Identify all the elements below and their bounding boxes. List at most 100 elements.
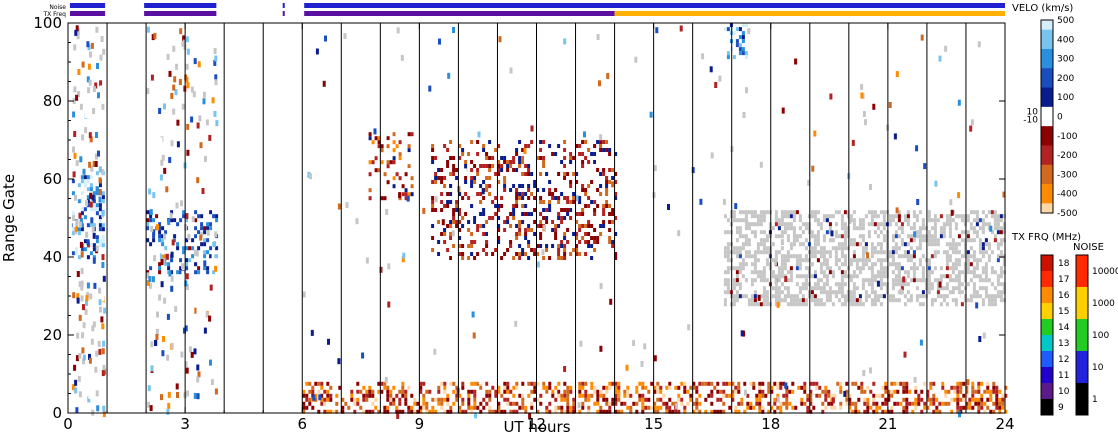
velocity-colorbar-swatch — [1041, 193, 1053, 198]
velocity-colorbar-swatch — [1041, 93, 1053, 98]
noise-colorbar-swatch — [1076, 319, 1088, 352]
noise-colorbar-swatch — [1076, 287, 1088, 320]
noise-colorbar-title: NOISE — [1073, 242, 1104, 253]
velocity-colorbar-swatch — [1041, 180, 1053, 185]
y-axis-title: Range Gate — [0, 174, 18, 262]
velocity-colorbar-swatch — [1041, 119, 1053, 124]
velocity-colorbar-swatch — [1041, 129, 1053, 134]
noise-colorbar-swatch — [1076, 351, 1088, 384]
velocity-colorbar-swatch — [1041, 171, 1053, 175]
noise-colorbar-label: 100 — [1092, 331, 1109, 341]
txfreq-colorbar-swatch — [1041, 255, 1053, 272]
velocity-colorbar-swatch — [1041, 135, 1053, 140]
noise-segment — [304, 3, 1005, 8]
noise-colorbar-label: 10000 — [1092, 267, 1118, 277]
txfreq-bar — [69, 11, 1005, 16]
txfreq-segment — [282, 11, 285, 16]
txfreq-colorbar-swatch — [1041, 399, 1053, 416]
txfreq-colorbar-label: 12 — [1058, 355, 1069, 365]
velocity-colorbar: VELO (km/s) 500 400 300 200 100 0 -100 -200 -300… — [1012, 3, 1078, 219]
mixed-velocity-patch — [431, 140, 618, 260]
txfreq-colorbar-swatch — [1041, 351, 1053, 368]
velocity-colorbar-swatch — [1041, 200, 1053, 204]
y-tick-label: 20 — [43, 326, 62, 344]
velocity-colorbar-swatch — [1041, 71, 1053, 76]
scan-boundaries — [106, 23, 967, 413]
velocity-colorbar-swatch — [1041, 151, 1053, 156]
velocity-colorbar-swatch — [1041, 106, 1053, 111]
x-tick-label: 6 — [297, 415, 307, 433]
velocity-colorbar-swatch — [1041, 26, 1053, 31]
x-tick-label: 21 — [878, 415, 897, 433]
txfreq-colorbar-label: 9 — [1058, 403, 1064, 413]
velocity-colorbar-inner-label: 10 — [1027, 108, 1039, 118]
velocity-colorbar-swatch — [1041, 87, 1053, 92]
x-axis: 0 3 6 9 12 15 18 21 24 — [63, 23, 1015, 433]
velocity-colorbar-swatch — [1041, 187, 1053, 192]
velocity-colorbar-swatch — [1041, 167, 1053, 172]
y-tick-label: 0 — [52, 404, 62, 422]
velocity-colorbar-label: 100 — [1057, 93, 1074, 103]
velocity-colorbar-swatch — [1041, 177, 1053, 182]
txfreq-bar-label: TX Freq — [42, 11, 66, 18]
velocity-colorbar-swatch — [1041, 74, 1053, 79]
positive-velocity-patch — [146, 210, 219, 275]
y-tick-label: 60 — [43, 170, 62, 188]
velocity-colorbar-swatch — [1041, 161, 1053, 166]
velocity-colorbar-label: 400 — [1057, 35, 1074, 45]
txfreq-segment — [144, 11, 217, 16]
velocity-colorbar-swatch — [1041, 45, 1053, 50]
x-tick-label: 24 — [995, 415, 1014, 433]
velocity-colorbar-swatch — [1041, 29, 1053, 34]
x-tick-label: 3 — [180, 415, 190, 433]
txfreq-segment — [304, 11, 615, 16]
y-tick-label: 100 — [33, 14, 62, 32]
velocity-colorbar-swatch — [1041, 132, 1053, 137]
velocity-colorbar-swatch — [1041, 103, 1053, 108]
noise-colorbar-label: 10 — [1092, 363, 1104, 373]
velocity-colorbar-swatch — [1041, 148, 1053, 153]
txfreq-colorbar-swatch — [1041, 319, 1053, 336]
data-layer — [71, 23, 1008, 419]
velocity-colorbar-swatch — [1041, 110, 1053, 114]
noise-colorbar-swatch — [1076, 383, 1088, 416]
txfreq-colorbar-title: TX FRQ (MHz) — [1011, 232, 1081, 243]
x-tick-label: 9 — [415, 415, 425, 433]
velocity-colorbar-swatch — [1041, 145, 1053, 150]
velocity-colorbar-swatch — [1041, 209, 1053, 214]
velocity-colorbar-swatch — [1041, 158, 1053, 163]
txfreq-colorbar-swatch — [1041, 303, 1053, 320]
velocity-colorbar-swatch — [1041, 206, 1053, 211]
velocity-colorbar-label: 300 — [1057, 55, 1074, 65]
velocity-colorbar-swatch — [1041, 20, 1053, 24]
velocity-colorbar-swatch — [1041, 100, 1053, 105]
status-bars: Noise TX Freq — [42, 3, 1005, 18]
velocity-colorbar-swatch — [1041, 55, 1053, 60]
velocity-colorbar-swatch — [1041, 84, 1053, 89]
txfreq-colorbar-frame — [1040, 254, 1054, 416]
noise-segment — [282, 3, 285, 8]
velocity-colorbar-swatch — [1041, 126, 1053, 130]
velocity-colorbar-label: -100 — [1057, 132, 1078, 142]
velocity-colorbar-swatch — [1041, 68, 1053, 73]
scattered-echoes — [71, 25, 1006, 419]
velocity-colorbar-label: -200 — [1057, 151, 1078, 161]
velocity-colorbar-swatch — [1041, 155, 1053, 159]
velocity-colorbar-swatch — [1041, 116, 1053, 121]
velocity-colorbar-label: 500 — [1057, 16, 1074, 26]
velocity-colorbar-swatch — [1041, 190, 1053, 195]
txfreq-colorbar-label: 16 — [1058, 291, 1070, 301]
velocity-colorbar-swatch — [1041, 36, 1053, 40]
velocity-colorbar-swatch — [1041, 58, 1053, 63]
velocity-colorbar-swatch — [1041, 122, 1053, 127]
txfreq-colorbar-label: 10 — [1058, 387, 1070, 397]
noise-colorbar: NOISE 10000 1000 100 10 1 — [1073, 242, 1118, 416]
y-tick-label: 80 — [43, 92, 62, 110]
velocity-colorbar-label: -300 — [1057, 170, 1078, 180]
txfreq-colorbar-label: 13 — [1058, 339, 1069, 349]
velocity-colorbar-frame — [1040, 19, 1054, 214]
velocity-colorbar-swatch — [1041, 42, 1053, 47]
txfreq-colorbar-swatch — [1041, 271, 1053, 288]
velocity-colorbar-swatch — [1041, 32, 1053, 37]
x-tick-label: 0 — [63, 415, 73, 433]
